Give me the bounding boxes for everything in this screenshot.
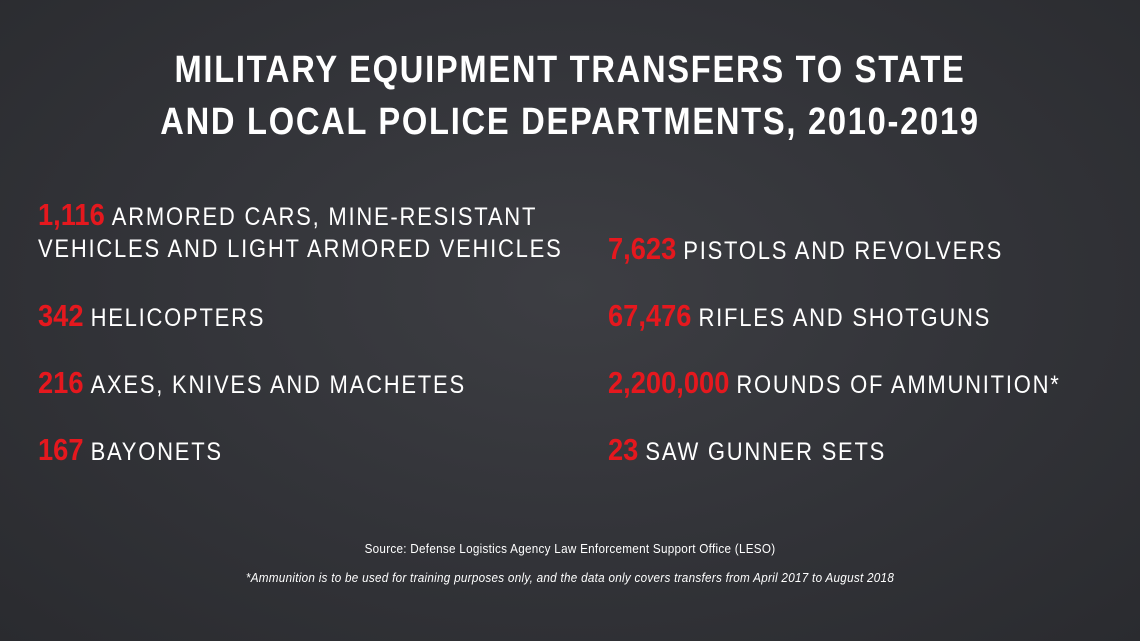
stat-value: 23 <box>608 432 639 467</box>
source-note: Source: Defense Logistics Agency Law Enf… <box>364 541 776 556</box>
stat-label: ARMORED CARS, MINE-RESISTANT <box>111 203 538 231</box>
stat-value: 1,116 <box>38 197 105 232</box>
stat-bayonets: 167 BAYONETS <box>38 433 223 469</box>
stat-pistols: 7,623 PISTOLS AND REVOLVERS <box>608 232 1003 268</box>
stat-label: BAYONETS <box>90 438 223 466</box>
stat-label: ROUNDS OF AMMUNITION* <box>736 371 1061 399</box>
stat-ammunition: 2,200,000 ROUNDS OF AMMUNITION* <box>608 366 1061 402</box>
stat-value: 167 <box>38 432 84 467</box>
stat-helicopters: 342 HELICOPTERS <box>38 299 265 335</box>
title-line-1: MILITARY EQUIPMENT TRANSFERS TO STATE <box>174 49 966 91</box>
stat-label: PISTOLS AND REVOLVERS <box>683 237 1004 265</box>
footnote: *Ammunition is to be used for training p… <box>245 570 895 585</box>
title-line-2: AND LOCAL POLICE DEPARTMENTS, 2010-2019 <box>160 101 980 143</box>
stat-label: HELICOPTERS <box>90 304 266 332</box>
stat-value: 2,200,000 <box>608 365 730 400</box>
stat-armored-vehicles: 1,116 ARMORED CARS, MINE-RESISTANT <box>38 198 537 234</box>
stat-value: 7,623 <box>608 231 677 266</box>
stat-rifles: 67,476 RIFLES AND SHOTGUNS <box>608 299 991 335</box>
stat-label: AXES, KNIVES AND MACHETES <box>90 371 466 399</box>
stat-label: SAW GUNNER SETS <box>645 438 887 466</box>
stat-axes-knives: 216 AXES, KNIVES AND MACHETES <box>38 366 466 402</box>
stat-saw-gunner-sets: 23 SAW GUNNER SETS <box>608 433 886 469</box>
page-title: MILITARY EQUIPMENT TRANSFERS TO STATE AN… <box>80 44 1060 148</box>
stat-value: 216 <box>38 365 84 400</box>
stat-label: RIFLES AND SHOTGUNS <box>698 304 992 332</box>
stat-armored-vehicles-line2: VEHICLES AND LIGHT ARMORED VEHICLES <box>38 232 563 266</box>
stat-label: VEHICLES AND LIGHT ARMORED VEHICLES <box>38 235 563 263</box>
stat-value: 342 <box>38 298 84 333</box>
stat-value: 67,476 <box>608 298 692 333</box>
